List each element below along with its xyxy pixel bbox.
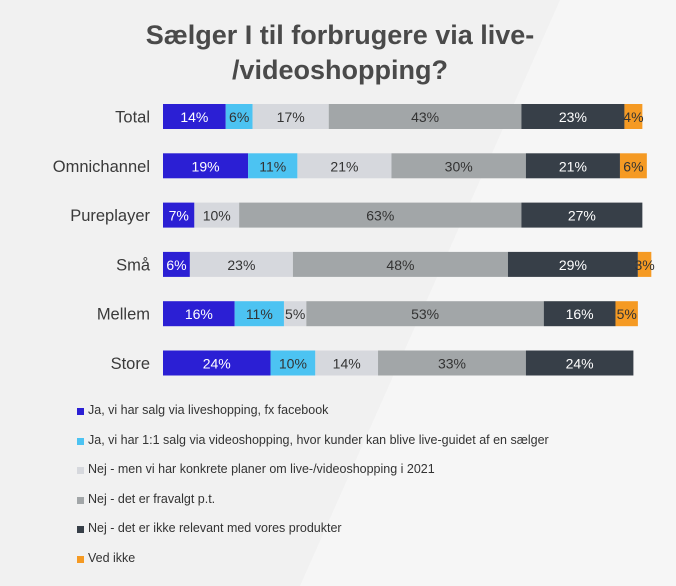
legend-swatch: [77, 496, 84, 504]
chart-title-line-2: /videoshopping?: [232, 55, 448, 85]
legend-label: Nej - men vi har konkrete planer om live…: [88, 462, 435, 477]
data-label: 19%: [192, 158, 220, 174]
bar-segment: [637, 251, 652, 277]
data-label: 17%: [277, 109, 305, 125]
bar-segment: [615, 301, 638, 327]
bar-segment: [163, 104, 226, 129]
chart-title-line-1: Sælger I til forbrugere via live-: [145, 20, 535, 50]
data-label: 10%: [279, 356, 307, 372]
bar-segment: [521, 104, 625, 129]
data-label: 3%: [634, 257, 654, 273]
stacked-bar-chart: Total 14% 6% 17% 43% 23% 4% Omnichannel 19% 11% 21…: [53, 104, 655, 376]
bar-segment: [306, 301, 544, 327]
category-label: Mellem: [97, 306, 150, 324]
bar-segment: [315, 350, 379, 376]
bar-segment: [163, 251, 190, 277]
bar-segment: [270, 350, 316, 376]
bar-segment: [248, 153, 298, 179]
data-label: 4%: [623, 109, 643, 125]
category-label: Pureplayer: [70, 207, 150, 225]
category-label: Omnichannel: [53, 158, 150, 176]
bar-segment: [163, 202, 195, 228]
legend-swatch: [77, 526, 84, 534]
data-label: 24%: [203, 356, 231, 372]
bar-segment: [525, 153, 620, 179]
data-label: 30%: [445, 158, 473, 174]
data-label: 10%: [203, 208, 231, 224]
bar-segment: [328, 104, 522, 129]
legend-swatch: [77, 437, 84, 445]
bar-segment: [624, 104, 643, 129]
bar-segment: [194, 202, 240, 228]
data-label: 7%: [169, 208, 189, 224]
category-label: Total: [115, 109, 150, 127]
bar-segment: [252, 104, 329, 129]
data-label: 5%: [285, 306, 305, 322]
data-label: 24%: [566, 356, 594, 372]
data-label: 23%: [227, 257, 255, 273]
legend-swatch: [77, 555, 84, 563]
data-label: 14%: [333, 356, 361, 372]
data-label: 48%: [386, 257, 414, 273]
legend-swatch: [77, 408, 84, 415]
bar-segment: [297, 153, 392, 179]
data-label: 53%: [411, 306, 439, 322]
data-label: 11%: [259, 158, 286, 174]
legend-label: Ja, vi har salg via liveshopping, fx fac…: [88, 403, 329, 417]
legend-label: Ja, vi har 1:1 salg via videoshopping, h…: [88, 432, 549, 447]
bar-segment: [521, 202, 643, 228]
bar-segment: [189, 251, 293, 277]
bar-segment: [378, 350, 526, 376]
legend-label: Ved ikke: [88, 550, 136, 565]
category-label: Små: [116, 256, 151, 274]
data-label: 33%: [438, 356, 466, 372]
bar-segment: [507, 251, 638, 277]
data-label: 21%: [330, 158, 358, 174]
data-label: 27%: [568, 208, 596, 224]
bar-segment: [543, 301, 616, 327]
data-label: 21%: [559, 158, 587, 174]
legend-label: Nej - det er ikke relevant med vores pro…: [88, 521, 342, 536]
data-label: 29%: [559, 257, 587, 273]
bar-segment: [163, 301, 235, 327]
data-label: 23%: [559, 109, 587, 125]
bar-segment: [283, 301, 307, 327]
data-label: 16%: [566, 306, 594, 322]
chart-title: Sælger I til forbrugere via live- /video…: [60, 18, 620, 88]
legend-label: Nej - det er fravalgt p.t.: [88, 491, 216, 506]
bar-segment: [234, 301, 284, 327]
data-label: 6%: [229, 109, 249, 125]
bar-segment: [239, 202, 522, 228]
data-label: 14%: [180, 109, 208, 125]
bar-segment: [525, 350, 634, 376]
bar-segment: [225, 104, 253, 129]
category-label: Store: [111, 355, 150, 373]
data-label: 11%: [246, 306, 273, 322]
bar-segment: [391, 153, 526, 179]
data-label: 6%: [623, 158, 643, 174]
data-label: 43%: [411, 109, 439, 125]
bar-segment: [163, 350, 271, 376]
data-label: 63%: [366, 208, 394, 224]
data-label: 16%: [185, 306, 213, 322]
data-label: 6%: [166, 257, 186, 273]
bar-segment: [163, 153, 249, 179]
legend-swatch: [77, 467, 84, 475]
bar-segment: [292, 251, 508, 277]
data-label: 5%: [617, 306, 637, 322]
bar-segment: [619, 153, 647, 179]
